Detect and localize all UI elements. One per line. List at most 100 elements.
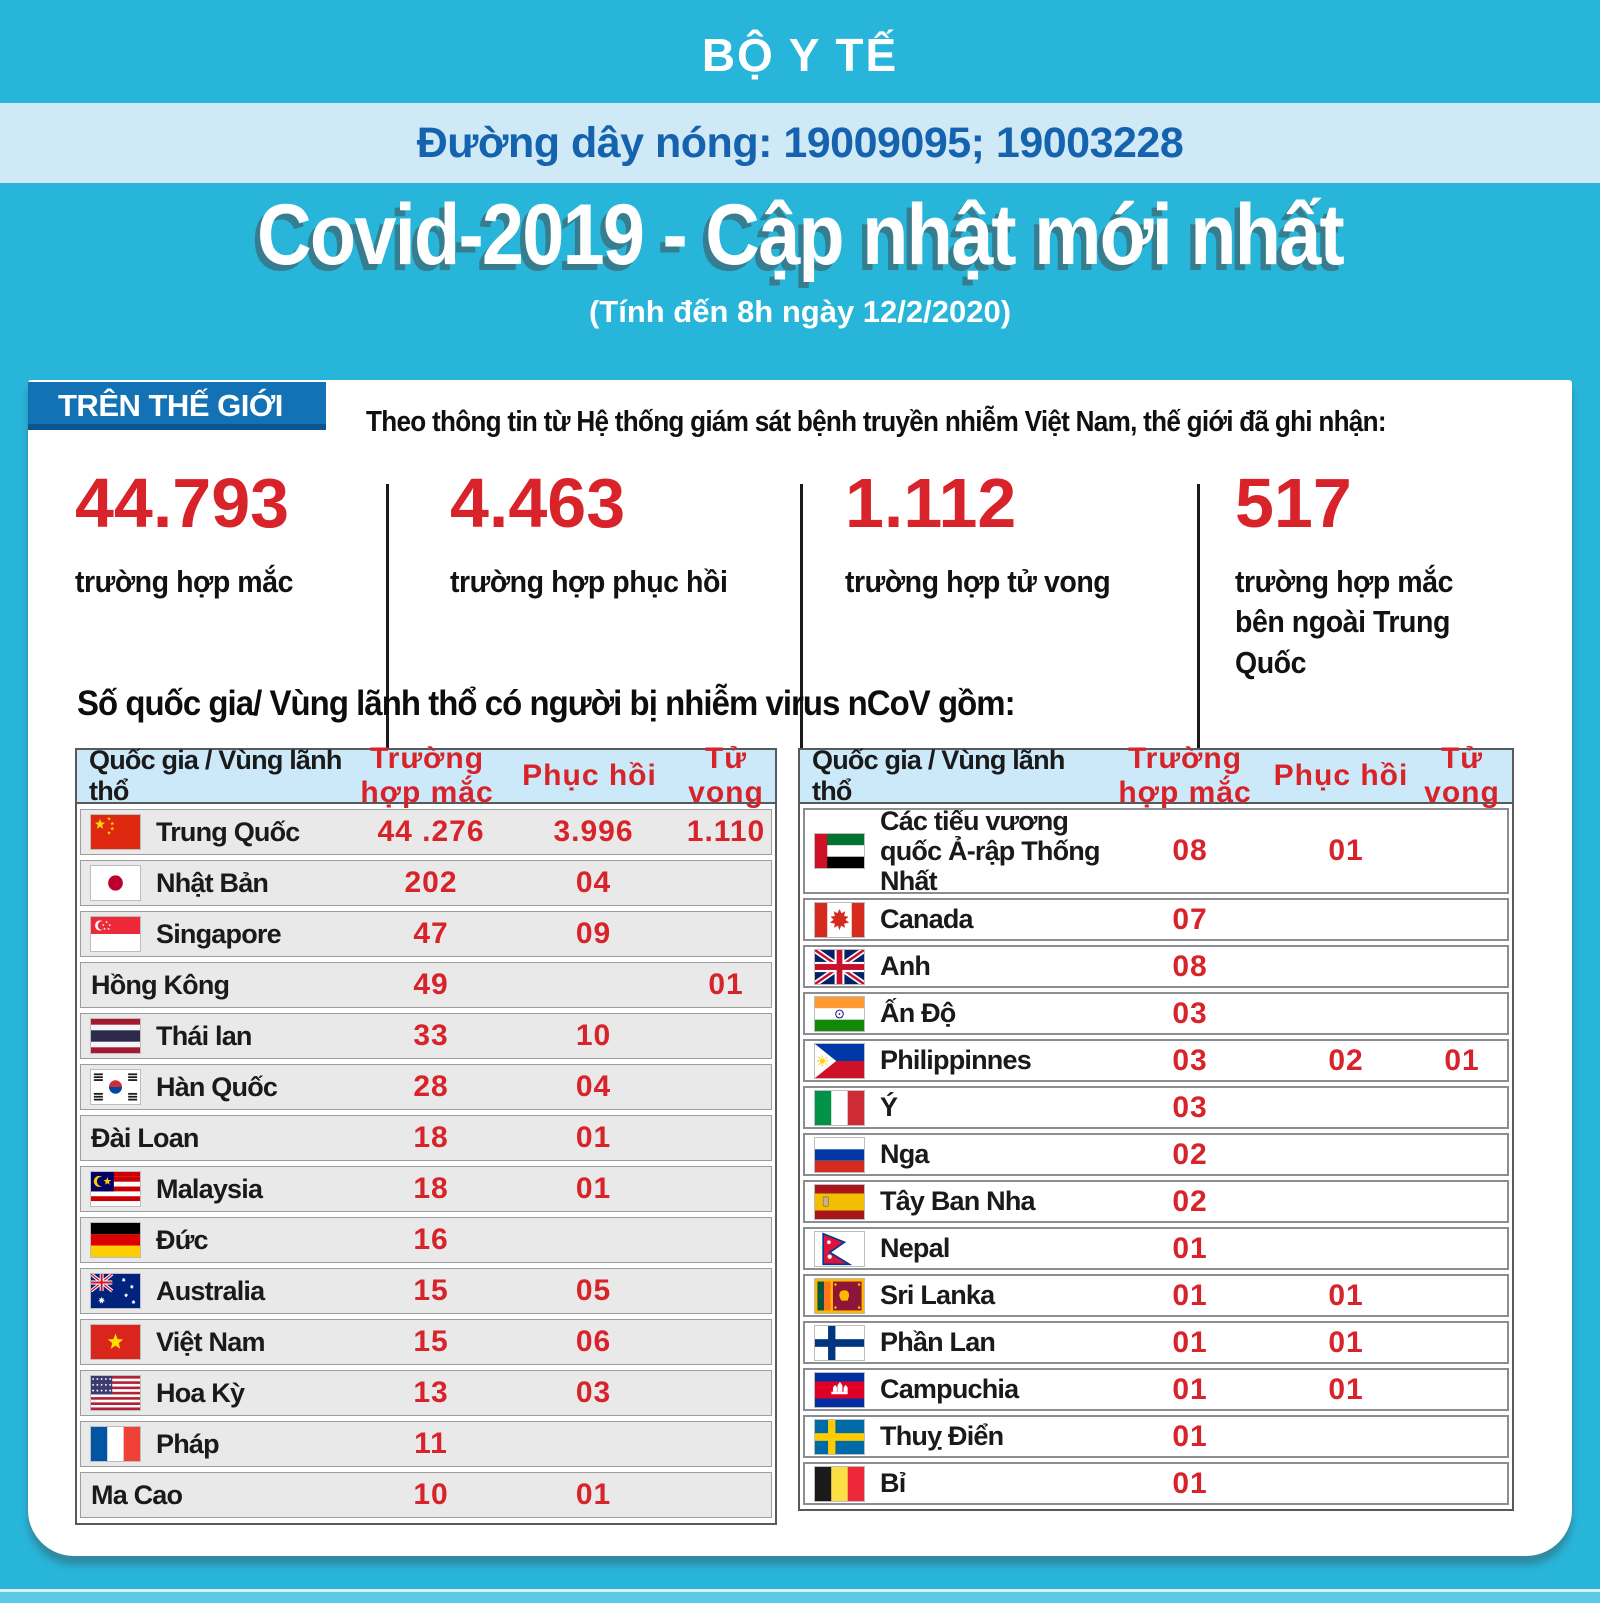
country-row: Malaysia 18 01 (80, 1166, 772, 1212)
uk-flag-icon (814, 948, 865, 985)
world-stat-4: 517 trường hợp mắc bên ngoài Trung Quốc (1235, 468, 1525, 683)
country-name: Pháp (156, 1428, 220, 1459)
country-name: Australia (156, 1275, 265, 1306)
country-name: Sri Lanka (880, 1280, 995, 1311)
belgium-flag-icon (814, 1465, 865, 1502)
cases-value: 02 (1172, 1184, 1208, 1218)
column-header-cases: Trường hợp mắc (360, 742, 494, 809)
countries-table-left: Quốc gia / Vùng lãnh thổ Trường hợp mắc Ph… (75, 742, 777, 1525)
country-row: Thuỵ Điển 01 (803, 1415, 1509, 1458)
cases-value: 28 (413, 1070, 449, 1103)
country-cell: Australia (81, 1273, 356, 1309)
country-cell: Thuỵ Điển (805, 1418, 1105, 1455)
sri-lanka-flag-icon (814, 1277, 865, 1314)
country-row: Các tiểu vương quốc Ả-rập Thống Nhất 08 01 (803, 808, 1509, 894)
cases-value: 44 .276 (377, 815, 485, 848)
country-cell: Phần Lan (805, 1324, 1105, 1361)
country-row: Campuchia 01 01 (803, 1368, 1509, 1411)
country-row: Ma Cao 10 01 (80, 1472, 772, 1518)
singapore-flag-icon (90, 916, 141, 952)
cases-value: 01 (1172, 1278, 1208, 1312)
cases-value: 16 (413, 1223, 449, 1256)
cases-value: 13 (413, 1376, 449, 1409)
country-name: Trung Quốc (156, 816, 300, 847)
country-row: Hàn Quốc 28 04 (80, 1064, 772, 1110)
germany-flag-icon (90, 1222, 141, 1258)
country-name: Philippinnes (880, 1045, 1032, 1076)
country-name: Campuchia (880, 1374, 1019, 1405)
country-row: Philippinnes 03 02 01 (803, 1039, 1509, 1082)
country-cell: Bỉ (805, 1465, 1105, 1502)
philippines-flag-icon (814, 1042, 865, 1079)
cases-value: 07 (1172, 902, 1208, 936)
recovered-value: 01 (1328, 1372, 1364, 1406)
recovered-value: 01 (1328, 834, 1364, 867)
country-cell: Hàn Quốc (81, 1069, 356, 1105)
cases-value: 202 (404, 866, 458, 899)
recovered-value: 3.996 (553, 815, 634, 848)
country-name: Canada (880, 904, 974, 935)
cases-value: 01 (1172, 1231, 1208, 1265)
country-cell: Anh (805, 948, 1105, 985)
cases-value: 49 (413, 968, 449, 1001)
country-name: Anh (880, 951, 931, 982)
hotline-text: Đường dây nóng: 19009095; 19003228 (416, 118, 1184, 167)
country-cell: Sri Lanka (805, 1277, 1105, 1314)
country-name: Nga (880, 1139, 929, 1170)
country-row: Nepal 01 (803, 1227, 1509, 1270)
stat-label: trường hợp tử vong (845, 564, 1111, 599)
cases-value: 10 (413, 1478, 449, 1511)
column-header-country: Quốc gia / Vùng lãnh thổ (89, 745, 342, 806)
hotline-banner: Đường dây nóng: 19009095; 19003228 (0, 103, 1600, 183)
stat-divider-2 (800, 484, 803, 802)
cambodia-flag-icon (814, 1371, 865, 1408)
russia-flag-icon (814, 1136, 865, 1173)
country-cell: Hoa Kỳ (81, 1375, 356, 1411)
country-cell: Ý (805, 1089, 1105, 1126)
country-name: Việt Nam (156, 1326, 265, 1357)
country-name: Các tiểu vương quốc Ả-rập Thống Nhất (880, 808, 1100, 894)
bottom-strip (0, 1589, 1600, 1603)
country-row: Anh 08 (803, 945, 1509, 988)
recovered-value: 09 (575, 917, 612, 950)
country-name: Ma Cao (91, 1479, 183, 1510)
country-name: Đài Loan (91, 1122, 199, 1153)
cases-value: 03 (1172, 1090, 1208, 1124)
country-name: Thái lan (156, 1020, 252, 1051)
table-body: Các tiểu vương quốc Ả-rập Thống Nhất 08 01… (800, 808, 1512, 1505)
country-cell: Ấn Độ (805, 995, 1105, 1032)
france-flag-icon (90, 1426, 141, 1462)
country-row: Australia 15 05 (80, 1268, 772, 1314)
usa-flag-icon (90, 1375, 141, 1411)
stat-value: 517 (1235, 464, 1352, 542)
canada-flag-icon (814, 901, 865, 938)
world-badge: TRÊN THẾ GIỚI (28, 382, 326, 430)
recovered-value: 02 (1328, 1043, 1364, 1077)
country-row: Ý 03 (803, 1086, 1509, 1129)
column-header-country: Quốc gia / Vùng lãnh thổ (812, 745, 1065, 806)
page-title: Covid-2019 - Cập nhật mới nhất (257, 187, 1345, 283)
recovered-value: 04 (575, 1070, 612, 1103)
country-cell: Canada (805, 901, 1105, 938)
cases-value: 18 (413, 1121, 449, 1154)
country-name: Bỉ (880, 1468, 906, 1499)
country-name: Nepal (880, 1233, 950, 1264)
country-name: Phần Lan (880, 1327, 996, 1358)
column-header-deaths: Tử vong (1424, 742, 1500, 809)
country-cell: Đài Loan (81, 1123, 356, 1153)
country-cell: Nga (805, 1136, 1105, 1173)
country-row: Ấn Độ 03 (803, 992, 1509, 1035)
section-title: Số quốc gia/ Vùng lãnh thổ có người bị n… (77, 684, 1016, 723)
world-card: TRÊN THẾ GIỚI Theo thông tin từ Hệ thống… (28, 380, 1572, 1556)
country-row: Hoa Kỳ 13 03 (80, 1370, 772, 1416)
stat-value: 4.463 (450, 464, 626, 542)
country-row: Nga 02 (803, 1133, 1509, 1176)
country-cell: Singapore (81, 916, 356, 952)
country-name: Malaysia (156, 1173, 263, 1204)
country-name: Hàn Quốc (156, 1071, 278, 1102)
country-cell: Nhật Bản (81, 865, 356, 901)
country-cell: Philippinnes (805, 1042, 1105, 1079)
stat-divider-1 (386, 484, 389, 802)
country-name: Thuỵ Điển (880, 1421, 1004, 1452)
update-timestamp: (Tính đến 8h ngày 12/2/2020) (588, 294, 1012, 329)
